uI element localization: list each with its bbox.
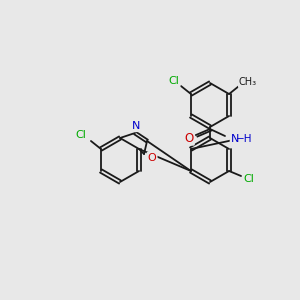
Text: Cl: Cl: [169, 76, 179, 86]
Text: CH₃: CH₃: [239, 77, 257, 87]
Text: Cl: Cl: [76, 130, 86, 140]
Text: Cl: Cl: [244, 174, 254, 184]
Text: −H: −H: [236, 134, 252, 144]
Text: N: N: [132, 121, 140, 131]
Text: O: O: [184, 131, 194, 145]
Text: N: N: [231, 134, 239, 144]
Text: O: O: [148, 153, 156, 163]
